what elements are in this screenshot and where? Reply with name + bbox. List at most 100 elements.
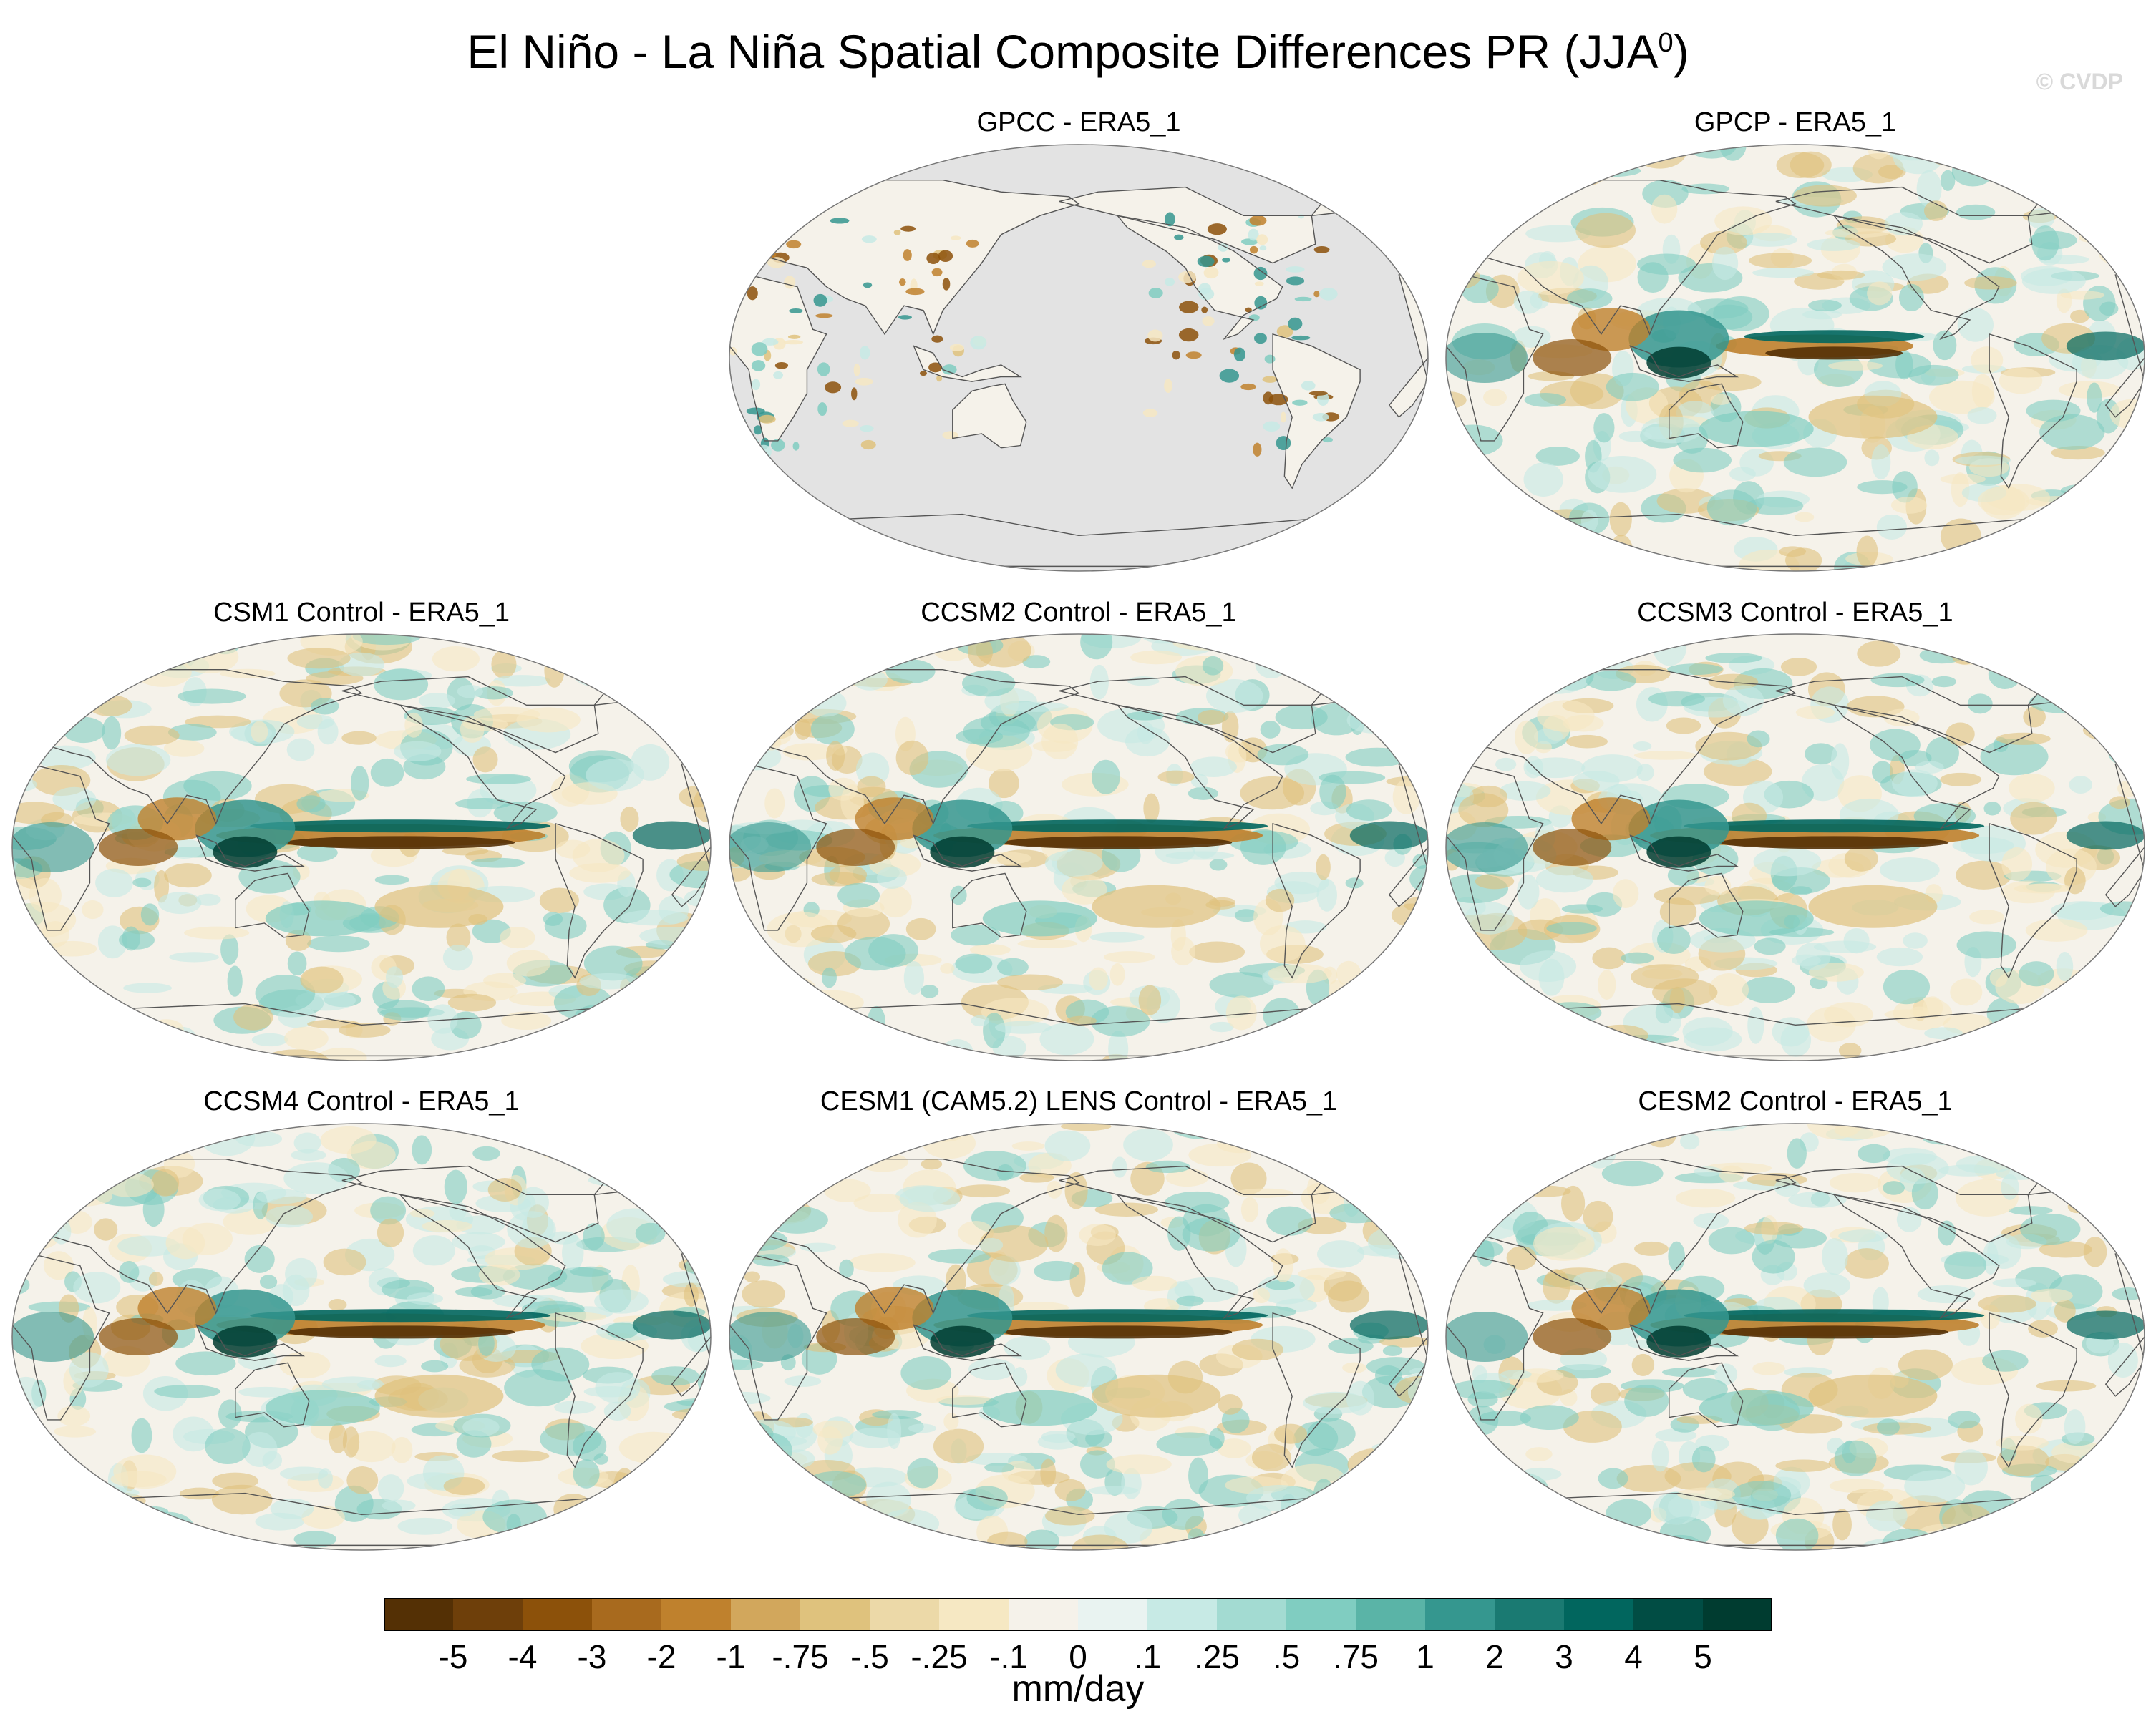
precip-anomaly-patch: [1371, 1441, 1426, 1453]
precip-anomaly-patch: [1346, 706, 1399, 734]
precip-anomaly-patch: [1389, 1538, 1428, 1550]
precip-anomaly-patch: [1280, 411, 1286, 423]
precip-anomaly-patch: [863, 634, 882, 651]
precip-anomaly-patch: [558, 635, 618, 671]
precip-anomaly-patch: [374, 885, 504, 928]
precip-anomaly-patch: [1294, 296, 1312, 302]
precip-anomaly-patch: [2085, 175, 2145, 191]
panel-title-cesm1: CESM1 (CAM5.2) LENS Control - ERA5_1: [820, 1086, 1338, 1116]
precip-anomaly-patch: [1793, 185, 1857, 207]
precip-anomaly-patch: [1459, 935, 1486, 967]
colorbar-frame: [384, 1598, 1772, 1631]
precip-anomaly-patch: [784, 276, 796, 289]
precip-anomaly-patch: [774, 1041, 791, 1056]
precip-anomaly-patch: [238, 1386, 293, 1398]
precip-anomaly-patch: [409, 1209, 435, 1218]
precip-anomaly-patch: [2112, 1287, 2144, 1301]
precip-anomaly-patch: [12, 1421, 45, 1446]
precip-anomaly-patch: [576, 1010, 630, 1036]
precip-anomaly-patch: [1588, 455, 1657, 493]
precip-anomaly-patch: [1041, 723, 1079, 760]
precip-anomaly-patch: [1446, 1037, 1470, 1054]
precip-anomaly-patch: [1485, 680, 1526, 713]
precip-anomaly-patch: [1446, 758, 1461, 784]
precip-anomaly-patch: [2107, 173, 2145, 193]
precip-anomaly-patch: [89, 1023, 113, 1059]
precip-anomaly-patch: [2057, 145, 2077, 150]
precip-anomaly-patch: [1503, 662, 1551, 698]
precip-anomaly-patch: [1520, 1405, 1579, 1431]
precip-anomaly-patch: [1262, 376, 1278, 383]
precip-anomaly-patch: [652, 1490, 709, 1500]
precip-anomaly-patch: [632, 1310, 711, 1340]
precip-anomaly-patch: [47, 1187, 113, 1207]
precip-anomaly-patch: [650, 655, 682, 685]
precip-anomaly-patch: [1288, 643, 1328, 673]
colorbar-swatch: [1633, 1598, 1704, 1631]
precip-anomaly-patch: [802, 1506, 843, 1526]
precip-anomaly-patch: [2000, 1050, 2031, 1061]
precip-anomaly-patch: [1673, 447, 1732, 473]
precip-anomaly-patch: [1346, 1380, 1374, 1416]
precip-anomaly-patch: [412, 976, 445, 1002]
coastline-australia: [952, 872, 1027, 938]
precip-anomaly-patch: [1207, 223, 1227, 235]
precip-anomaly-patch: [1408, 688, 1424, 721]
precip-anomaly-patch: [858, 1511, 880, 1539]
precip-anomaly-patch: [1165, 1191, 1230, 1214]
precip-anomaly-patch: [472, 1146, 500, 1161]
precip-anomaly-patch: [757, 975, 816, 1001]
precip-anomaly-patch: [956, 1184, 1011, 1198]
precip-anomaly-patch: [1506, 1124, 1567, 1136]
precip-anomaly-patch: [2126, 542, 2145, 568]
precip-anomaly-patch: [1517, 1034, 1582, 1046]
precip-anomaly-patch: [1898, 283, 1924, 312]
precip-anomaly-patch: [1337, 1489, 1398, 1516]
precip-anomaly-patch: [855, 377, 873, 386]
precip-anomaly-patch: [1249, 245, 1258, 254]
itcz-band: [967, 1309, 1268, 1323]
colorbar-tick-label: 5: [1694, 1638, 1712, 1675]
precip-anomaly-patch: [1446, 1124, 1494, 1136]
precip-anomaly-patch: [1523, 462, 1563, 497]
precip-anomaly-patch: [12, 690, 22, 714]
precip-anomaly-patch: [1201, 306, 1208, 313]
precip-anomaly-patch: [123, 983, 173, 993]
precip-anomaly-patch: [1182, 1217, 1240, 1252]
coastline-north-america: [341, 676, 599, 754]
precip-anomaly-patch: [117, 1235, 180, 1257]
coastline-maritime-continent: [195, 834, 306, 872]
precip-anomaly-patch: [42, 1043, 67, 1061]
precip-anomaly-patch: [492, 1450, 550, 1463]
precip-anomaly-patch: [52, 786, 97, 812]
precip-anomaly-patch: [1954, 145, 1982, 171]
precip-anomaly-patch: [2060, 484, 2104, 497]
precip-anomaly-patch: [1104, 1511, 1153, 1544]
precip-anomaly-patch: [573, 1033, 623, 1043]
precip-anomaly-patch: [1446, 177, 1454, 203]
precip-anomaly-patch: [1019, 1172, 1054, 1183]
precip-anomaly-patch: [1978, 1295, 2036, 1313]
precip-anomaly-patch: [1336, 1469, 1379, 1498]
precip-anomaly-patch: [1446, 333, 1528, 383]
precip-anomaly-patch: [2030, 1474, 2057, 1497]
precip-anomaly-patch: [1499, 781, 1551, 802]
precip-anomaly-patch: [1392, 677, 1428, 707]
precip-anomaly-patch: [802, 648, 858, 665]
precip-anomaly-patch: [244, 1245, 275, 1273]
land-south-america: [1273, 333, 1361, 489]
precip-anomaly-patch: [1732, 1481, 1792, 1509]
map-field: [1446, 1124, 2145, 1550]
coastline-north-america: [1775, 1165, 2033, 1243]
precip-anomaly-patch: [12, 802, 65, 824]
precip-anomaly-patch: [1203, 266, 1219, 279]
precip-anomaly-patch: [538, 1124, 556, 1158]
precip-anomaly-patch: [184, 926, 250, 940]
precip-anomaly-patch: [979, 1225, 1049, 1262]
precip-anomaly-patch: [1209, 972, 1274, 998]
precip-anomaly-patch: [2030, 1288, 2073, 1303]
precip-anomaly-patch: [220, 934, 239, 965]
coastline-australia: [1669, 872, 1744, 938]
coastline-antarctica: [729, 1492, 1428, 1547]
precip-anomaly-patch: [1066, 1015, 1097, 1026]
